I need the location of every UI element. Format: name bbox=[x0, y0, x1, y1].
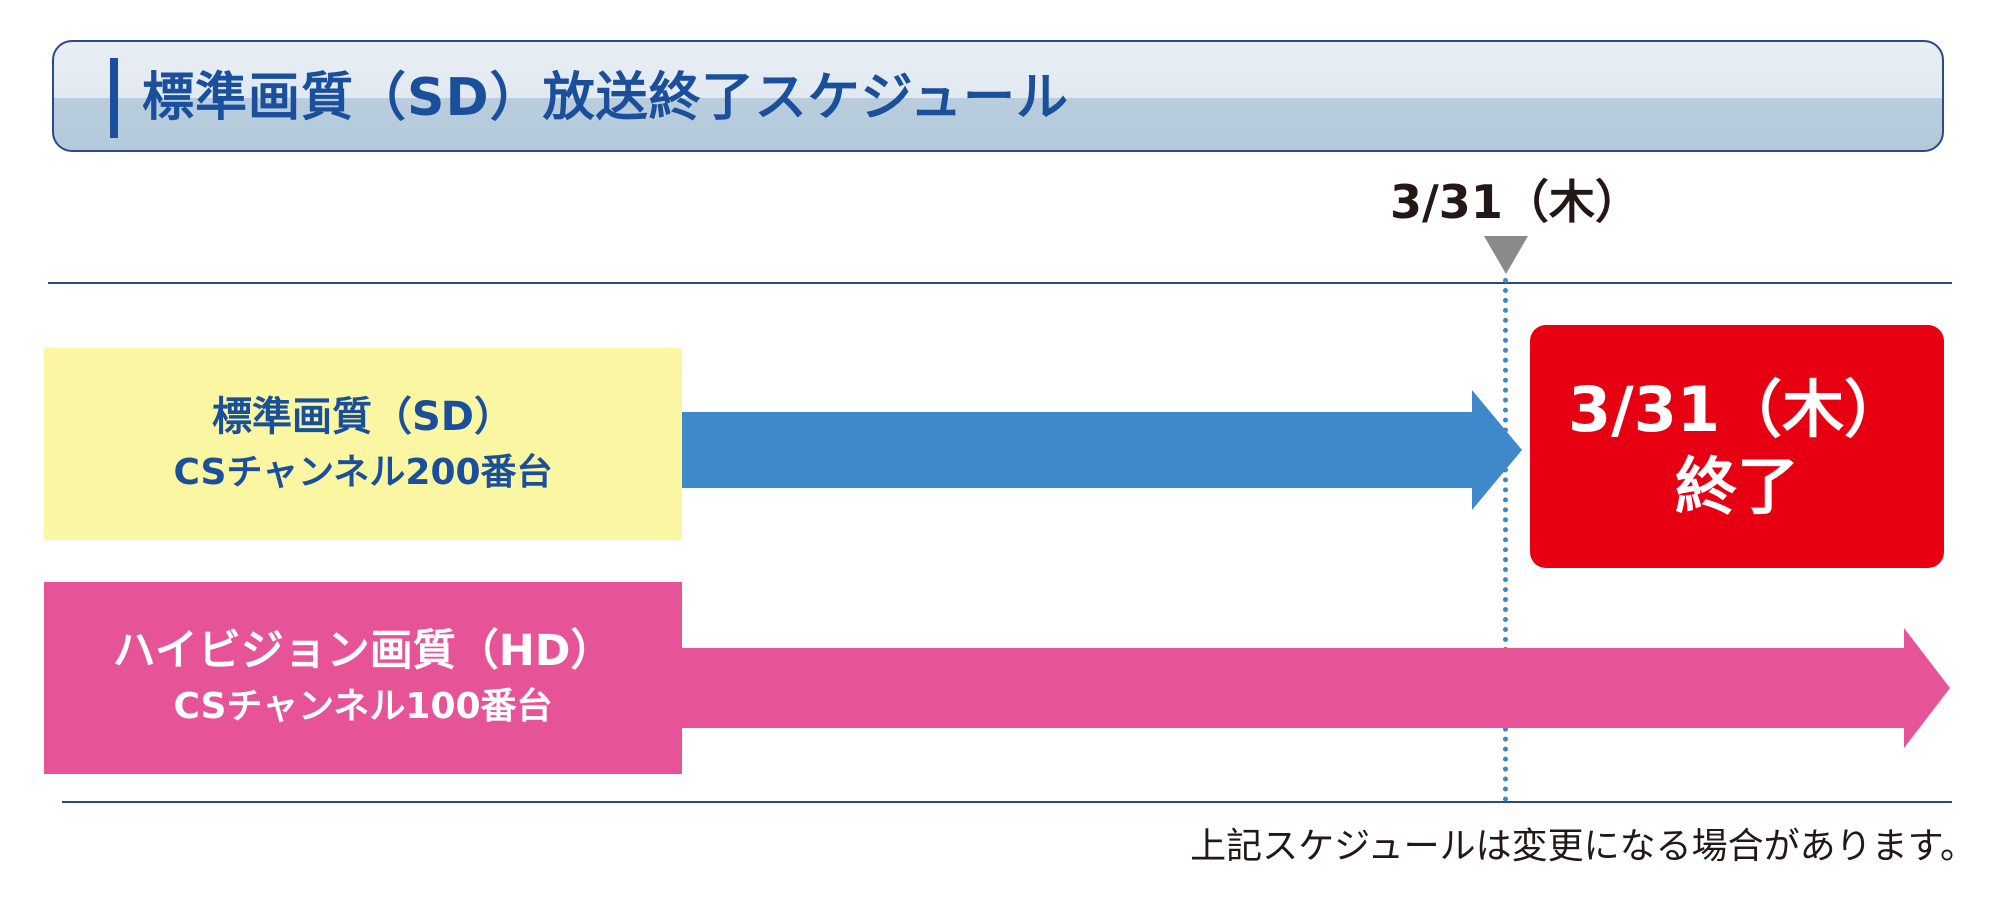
end-date: 3/31（木） bbox=[1567, 372, 1907, 446]
hd-timeline-arrow bbox=[682, 628, 1950, 748]
deadline-triangle-marker bbox=[1484, 236, 1528, 274]
title-accent-bar bbox=[110, 58, 118, 138]
sd-quality-label: 標準画質（SD） bbox=[211, 394, 514, 440]
page-title: 標準画質（SD）放送終了スケジュール bbox=[142, 68, 1069, 128]
sd-end-notice: 3/31（木） 終了 bbox=[1530, 325, 1944, 568]
hd-quality-label: ハイビジョン画質（HD） bbox=[112, 626, 614, 676]
deadline-dotted-line bbox=[1503, 278, 1508, 802]
timeline-bottom-rule bbox=[62, 801, 1952, 803]
sd-arrow-shape bbox=[682, 390, 1522, 510]
hd-arrow-shape bbox=[682, 628, 1950, 748]
title-banner: 標準画質（SD）放送終了スケジュール bbox=[52, 40, 1944, 152]
end-status: 終了 bbox=[1674, 449, 1799, 523]
hd-channel-label: CSチャンネル100番台 bbox=[173, 686, 553, 727]
sd-channel-label: CSチャンネル200番台 bbox=[173, 452, 553, 493]
schedule-change-note: 上記スケジュールは変更になる場合があります。 bbox=[1190, 826, 1976, 867]
sd-timeline-arrow bbox=[682, 390, 1522, 510]
deadline-date-label: 3/31（木） bbox=[1390, 175, 1641, 229]
sd-channel-box: 標準画質（SD） CSチャンネル200番台 bbox=[44, 348, 682, 540]
timeline-top-rule bbox=[48, 282, 1952, 284]
hd-channel-box: ハイビジョン画質（HD） CSチャンネル100番台 bbox=[44, 582, 682, 774]
